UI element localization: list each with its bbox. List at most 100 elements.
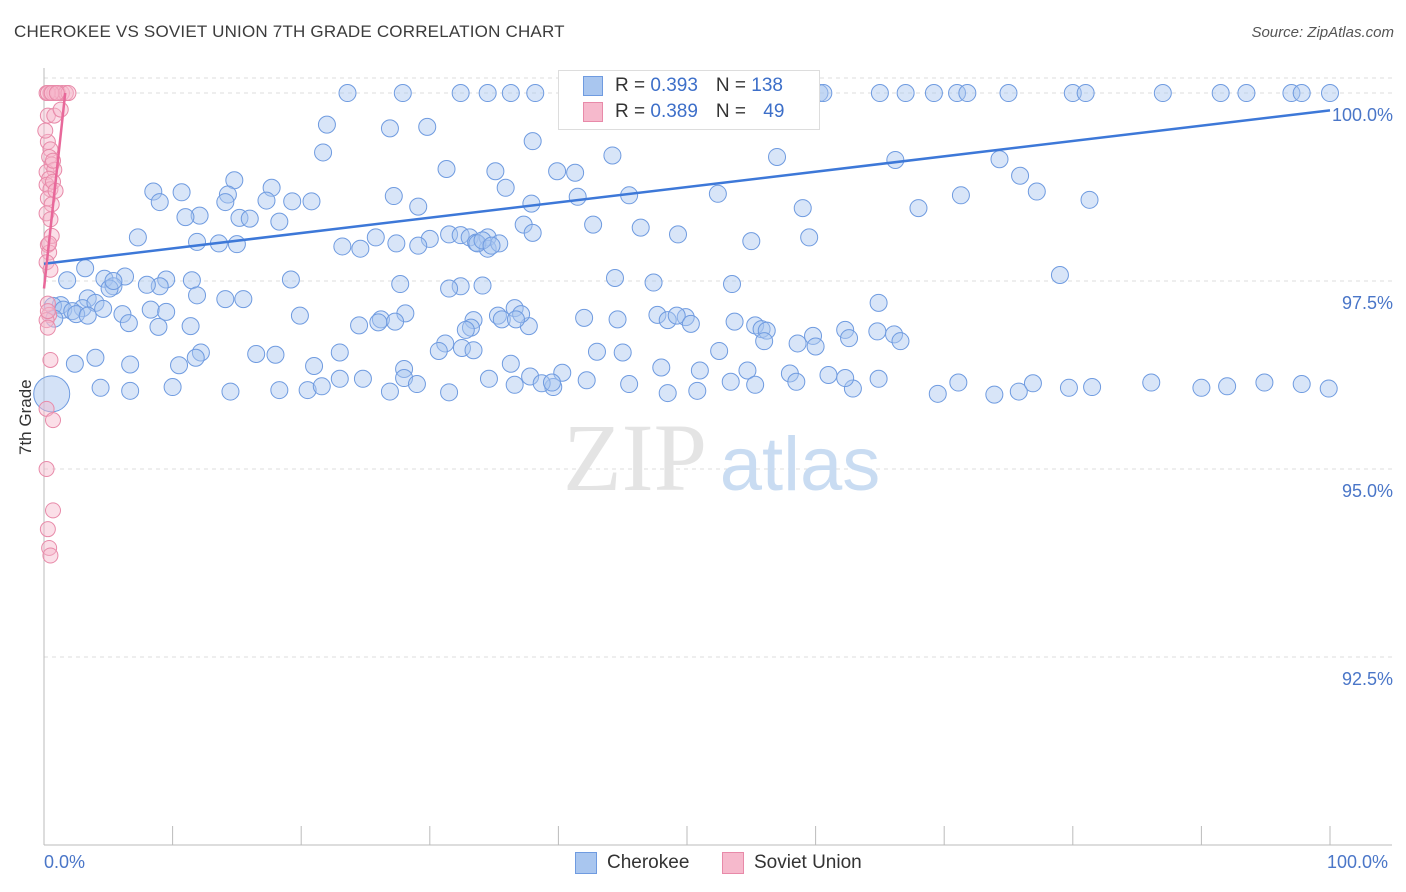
cherokee-point	[725, 312, 744, 331]
cherokee-point	[958, 84, 977, 103]
soviet-union-points	[37, 85, 77, 564]
watermark: ZIP atlas	[563, 404, 880, 511]
cherokee-point	[512, 305, 531, 324]
stats-legend: R = 0.393 N = 138 R = 0.389 N = 49	[558, 70, 820, 130]
soviet-union-point	[43, 85, 60, 102]
trend-lines	[42, 92, 1331, 289]
legend-item-cherokee[interactable]: Cherokee	[575, 852, 689, 874]
cherokee-point	[1237, 84, 1256, 103]
cherokee-point	[631, 218, 650, 237]
cherokee-point	[464, 311, 483, 330]
cherokee-point	[351, 239, 370, 258]
cherokee-point	[1027, 182, 1046, 201]
y-axis-label: 7th Grade	[16, 379, 35, 455]
cherokee-point	[380, 119, 399, 138]
cherokee-point	[690, 361, 709, 380]
cherokee-point	[620, 375, 639, 394]
legend-item-soviet-union[interactable]: Soviet Union	[722, 852, 862, 874]
cherokee-point	[568, 187, 587, 206]
cherokee-point	[990, 150, 1009, 169]
source-label: Source: ZipAtlas.com	[1251, 24, 1394, 41]
cherokee-point	[951, 186, 970, 205]
cherokee-point	[436, 334, 455, 353]
cherokee-point	[478, 84, 497, 103]
soviet-union-point	[38, 461, 55, 478]
cherokee-point	[800, 228, 819, 247]
cherokee-point	[170, 356, 189, 375]
cherokee-point	[738, 361, 757, 380]
cherokee-point	[870, 84, 889, 103]
cherokee-point	[247, 344, 266, 363]
chart-title: CHEROKEE VS SOVIET UNION 7TH GRADE CORRE…	[14, 22, 565, 41]
cherokee-point	[1319, 379, 1338, 398]
cherokee-point	[473, 276, 492, 295]
legend-label: Cherokee	[607, 852, 690, 873]
cherokee-point	[121, 355, 140, 374]
cherokee-point	[575, 308, 594, 327]
cherokee-point	[868, 322, 887, 341]
cherokee-point	[896, 84, 915, 103]
cherokee-point	[1009, 382, 1028, 401]
soviet-union-point	[52, 101, 69, 118]
axes	[43, 68, 1392, 846]
cherokee-point	[532, 374, 551, 393]
cherokee-point	[891, 332, 910, 351]
cherokee-point	[218, 185, 237, 204]
soviet-union-point	[45, 502, 62, 519]
cherokee-point	[652, 358, 671, 377]
cherokee-point	[182, 271, 201, 290]
cherokee-point	[121, 381, 140, 400]
r-label: R =	[615, 75, 651, 96]
cherokee-point	[409, 236, 428, 255]
cherokee-point	[186, 348, 205, 367]
cherokee-point	[76, 259, 95, 278]
stats-row-cherokee: R = 0.393 N = 138	[583, 75, 783, 99]
cherokee-point	[928, 384, 947, 403]
cherokee-point	[391, 275, 410, 294]
cherokee-point	[333, 237, 352, 256]
cherokee-point	[387, 234, 406, 253]
cherokee-point	[452, 338, 471, 357]
cherokee-point	[506, 310, 525, 329]
watermark-zip: ZIP	[563, 404, 707, 511]
cherokee-point	[266, 345, 285, 364]
cherokee-point	[371, 310, 390, 329]
cherokee-point	[985, 385, 1004, 404]
n-label: N =	[715, 101, 752, 122]
cherokee-point	[1063, 84, 1082, 103]
n-value: 138	[751, 75, 783, 96]
cherokee-point	[869, 369, 888, 388]
cherokee-point	[369, 313, 388, 332]
cherokee-point	[644, 273, 663, 292]
cherokee-point	[221, 382, 240, 401]
y-tick-label: 97.5%	[1342, 293, 1393, 313]
soviet-union-point	[39, 521, 56, 538]
r-value: 0.393	[650, 75, 698, 96]
cherokee-point	[1255, 373, 1274, 392]
cherokee-point	[429, 341, 448, 360]
cherokee-point	[721, 372, 740, 391]
r-label: R =	[615, 101, 651, 122]
cherokee-point	[305, 357, 324, 376]
cherokee-point	[330, 343, 349, 362]
cherokee-point	[648, 305, 667, 324]
cherokee-point	[283, 192, 302, 211]
cherokee-legend-swatch	[575, 852, 597, 874]
cherokee-point	[999, 84, 1018, 103]
cherokee-point	[91, 378, 110, 397]
cherokee-point	[658, 311, 677, 330]
cherokee-point	[1142, 373, 1161, 392]
cherokee-point	[386, 312, 405, 331]
cherokee-point	[757, 321, 776, 340]
cherokee-point	[150, 277, 169, 296]
cherokee-point	[440, 279, 459, 298]
cherokee-point	[668, 225, 687, 244]
cherokee-trend-line	[43, 109, 1331, 265]
cherokee-point	[1076, 84, 1095, 103]
y-tick-label: 92.5%	[1342, 669, 1393, 689]
cherokee-point	[1292, 375, 1311, 394]
cherokee-point	[566, 163, 585, 182]
cherokee-point	[482, 236, 501, 255]
cherokee-points	[33, 84, 1339, 413]
cherokee-point	[840, 329, 859, 348]
